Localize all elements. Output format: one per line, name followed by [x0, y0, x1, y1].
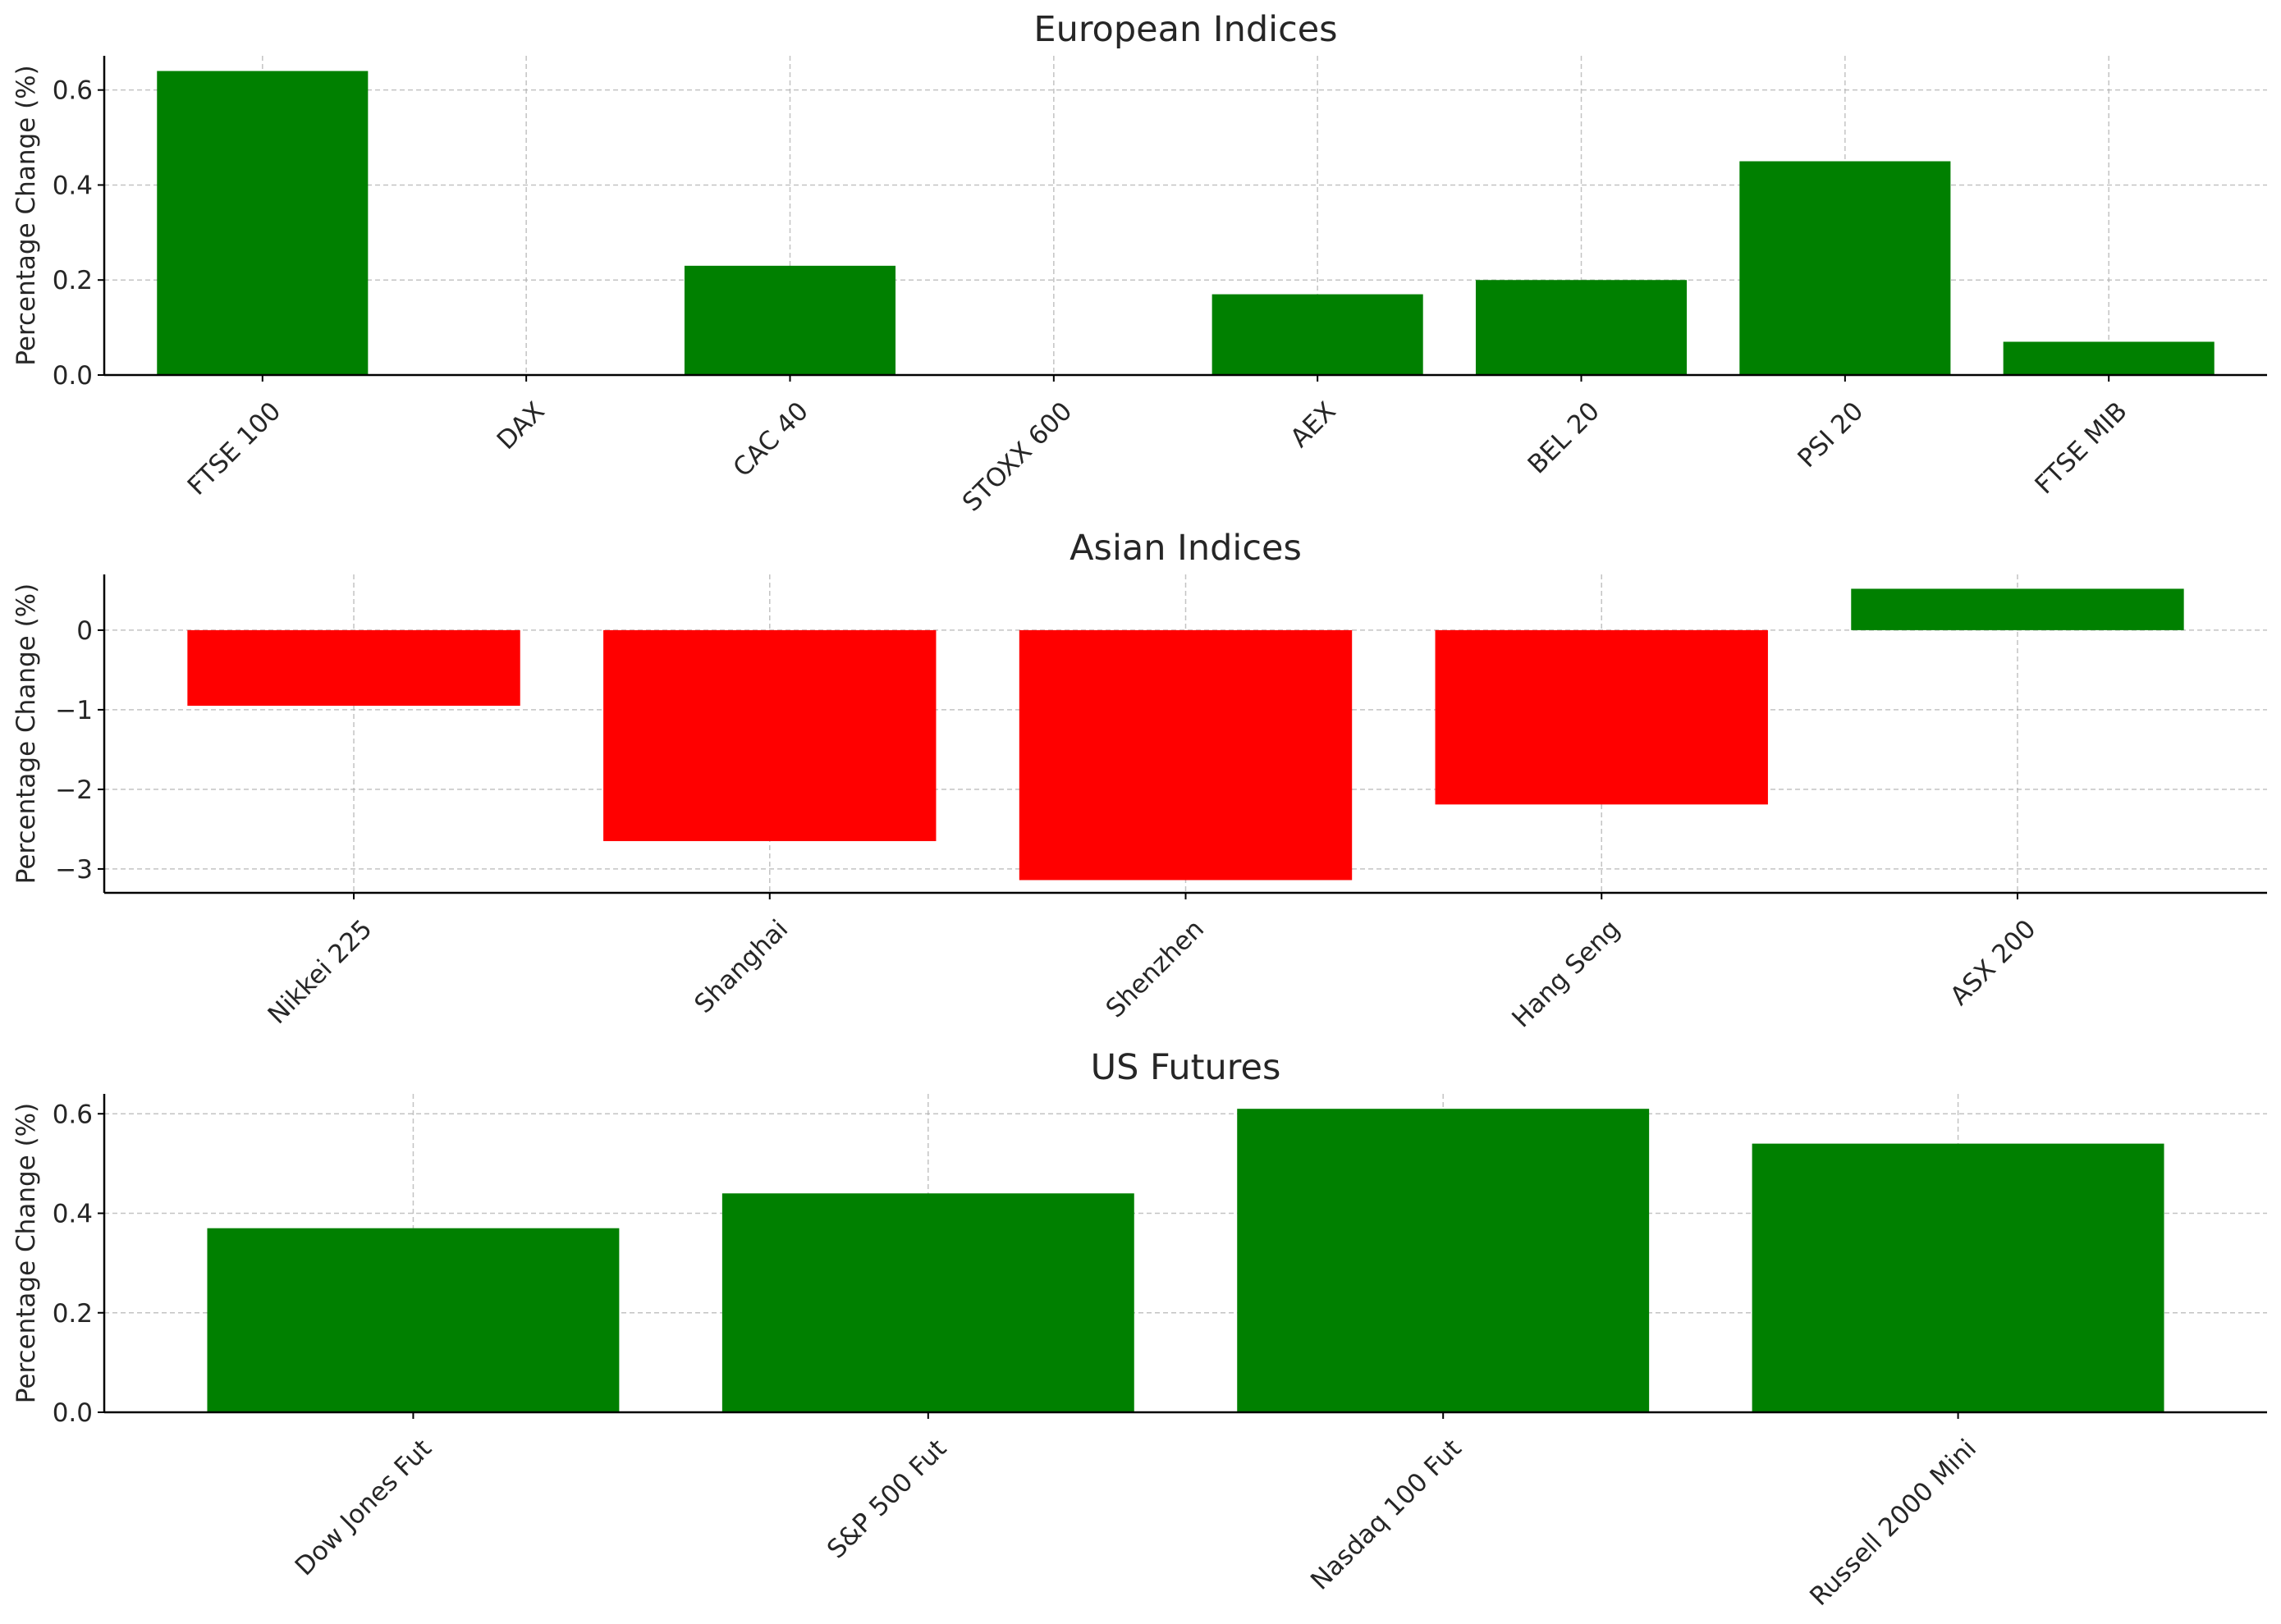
x-tick-label: AEX	[1285, 396, 1341, 453]
x-tick-label: ASX 200	[1944, 914, 2041, 1011]
y-tick-label: 0.2	[53, 266, 93, 295]
bar-shanghai	[603, 629, 937, 841]
x-tick-label: S&P 500 Fut	[822, 1434, 952, 1564]
y-tick-label: 0.0	[53, 1398, 93, 1428]
x-tick-label: Dow Jones Fut	[290, 1434, 437, 1581]
panel-asian: −3 −2 −1 0 Nikkei 225 Shanghai Shenzhen Hang Se…	[11, 528, 2267, 1033]
y-tick-label: 0.2	[53, 1299, 93, 1329]
y-tick-label: 0.4	[53, 1200, 93, 1229]
bar-hang-seng	[1435, 629, 1768, 805]
bar-nikkei-225	[187, 629, 520, 707]
bar-cac-40	[684, 265, 896, 375]
y-tick-label: 0	[76, 616, 93, 646]
chart-title: US Futures	[1091, 1047, 1281, 1088]
panel-european: 0.0 0.2 0.4 0.6 FTSE 100 DAX CAC 40 STOXX 600 AE…	[11, 9, 2267, 517]
bar-psi-20	[1739, 161, 1951, 376]
bar-asx-200	[1851, 588, 2184, 630]
x-tick-label: FTSE MIB	[2029, 396, 2132, 500]
x-tick-label: PSI 20	[1792, 396, 1869, 473]
x-tick-label: DAX	[492, 396, 551, 455]
bar-dow-jones-fut	[207, 1228, 620, 1412]
x-tick-label: Hang Seng	[1506, 914, 1625, 1033]
panel-us-futures: 0.0 0.2 0.4 0.6 Dow Jones Fut S&P 500 Fut Nasd…	[11, 1047, 2267, 1612]
y-tick-label: 0.6	[53, 76, 93, 106]
y-tick-label: −2	[55, 775, 93, 805]
y-axis-label: Percentage Change (%)	[11, 65, 41, 365]
x-tick-label: Shanghai	[689, 914, 794, 1019]
chart-title: Asian Indices	[1070, 528, 1302, 569]
bar-ftse-100	[157, 71, 369, 376]
y-tick-label: 0.4	[53, 171, 93, 200]
x-tick-label: STOXX 600	[957, 396, 1078, 517]
y-tick-label: 0.0	[53, 361, 93, 391]
x-tick-label: BEL 20	[1523, 396, 1605, 479]
y-tick-label: −3	[55, 855, 93, 885]
y-axis-label: Percentage Change (%)	[11, 1103, 41, 1403]
x-tick-label: FTSE 100	[182, 396, 287, 501]
x-tick-label: Nasdaq 100 Fut	[1305, 1434, 1468, 1596]
x-tick-label: Russell 2000 Mini	[1804, 1434, 1982, 1612]
bar-shenzhen	[1019, 629, 1353, 881]
bar-bel-20	[1475, 280, 1688, 375]
bar-russell-2000-mini	[1752, 1143, 2164, 1412]
x-tick-label: CAC 40	[727, 396, 814, 483]
x-tick-label: Shenzhen	[1101, 914, 1210, 1023]
bar-nasdaq-100-fut	[1237, 1109, 1650, 1412]
y-axis-label: Percentage Change (%)	[11, 583, 41, 884]
bar-ftse-mib	[2003, 341, 2215, 375]
x-tick-label: Nikkei 225	[263, 914, 378, 1030]
y-tick-label: 0.6	[53, 1100, 93, 1129]
bar-s-p-500-fut	[721, 1193, 1134, 1412]
bar-aex	[1211, 294, 1423, 375]
y-tick-label: −1	[55, 696, 93, 725]
chart-title: European Indices	[1033, 9, 1337, 50]
